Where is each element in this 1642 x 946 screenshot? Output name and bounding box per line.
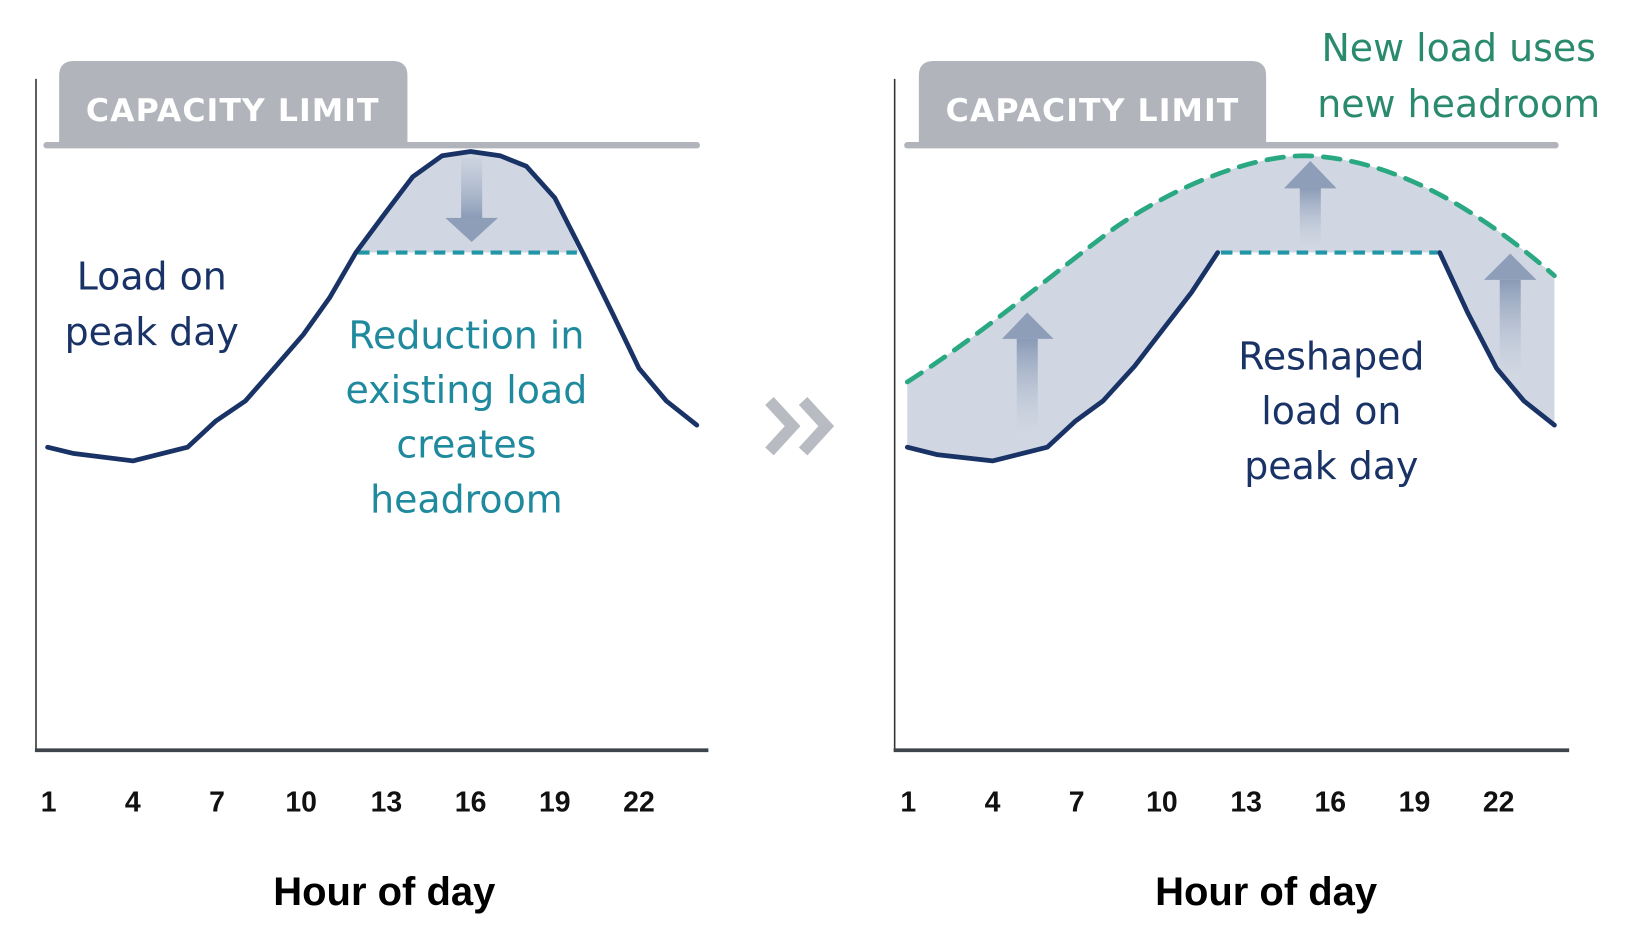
- new-load-label-1: New load uses: [1321, 26, 1595, 70]
- right-load-line-left: [904, 250, 1221, 464]
- new-load-label-2: new headroom: [1317, 82, 1600, 126]
- reduction-label-2: existing load: [346, 368, 588, 412]
- reshaped-label-3: peak day: [1244, 444, 1418, 488]
- right-new-load-area: [907, 155, 1555, 461]
- right-chart: CAPACITY LIMIT New load uses new headroo…: [893, 26, 1600, 914]
- double-chevron-right-icon: [765, 397, 835, 456]
- left-x-axis-label: Hour of day: [273, 870, 496, 914]
- svg-text:22: 22: [1483, 786, 1515, 818]
- left-down-arrow-shaft: [461, 157, 483, 219]
- reduction-label-1: Reduction in: [348, 313, 584, 357]
- svg-text:22: 22: [623, 786, 655, 818]
- right-capacity-label: CAPACITY LIMIT: [946, 93, 1240, 129]
- svg-text:7: 7: [1069, 786, 1085, 818]
- reduction-label-3: creates: [396, 423, 536, 467]
- reshaped-label-2: load on: [1261, 389, 1401, 433]
- left-load-line: [45, 149, 700, 464]
- right-capacity-limit: CAPACITY LIMIT: [904, 61, 1559, 149]
- left-load-label-1: Load on: [77, 254, 227, 298]
- left-capacity-label: CAPACITY LIMIT: [86, 93, 380, 129]
- svg-text:7: 7: [209, 786, 225, 818]
- left-load-label-2: peak day: [65, 310, 239, 354]
- svg-text:13: 13: [1230, 786, 1262, 818]
- svg-text:19: 19: [1399, 786, 1431, 818]
- reduction-label-4: headroom: [370, 477, 563, 521]
- right-x-ticks: 1 4 7 10 13 16 19 22: [900, 786, 1514, 818]
- left-chart: CAPACITY LIMIT Load on peak day Reductio…: [34, 61, 709, 914]
- svg-text:13: 13: [371, 786, 403, 818]
- svg-text:4: 4: [125, 786, 141, 818]
- svg-text:1: 1: [900, 786, 916, 818]
- right-new-load-dash: [904, 153, 1557, 385]
- left-capacity-limit: CAPACITY LIMIT: [43, 61, 700, 149]
- left-x-ticks: 1 4 7 10 13 16 19 22: [41, 786, 655, 818]
- svg-text:16: 16: [1314, 786, 1346, 818]
- right-x-axis-label: Hour of day: [1155, 870, 1378, 914]
- reshaped-label-1: Reshaped: [1238, 334, 1424, 378]
- svg-text:16: 16: [455, 786, 487, 818]
- up-arrow-icon: [1001, 312, 1054, 440]
- right-load-line-right: [1437, 250, 1557, 428]
- up-arrow-icon: [1284, 160, 1337, 251]
- svg-text:10: 10: [285, 786, 317, 818]
- svg-text:4: 4: [985, 786, 1001, 818]
- svg-text:19: 19: [539, 786, 571, 818]
- svg-text:10: 10: [1146, 786, 1178, 818]
- up-arrow-icon: [1483, 253, 1537, 381]
- svg-text:1: 1: [41, 786, 57, 818]
- down-arrow-icon: [445, 217, 498, 243]
